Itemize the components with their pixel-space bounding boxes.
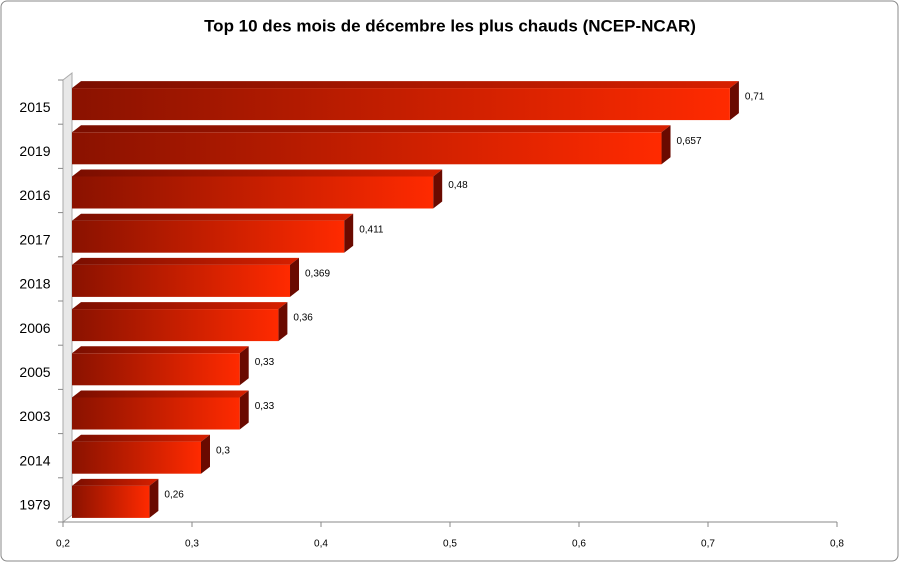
bar-side xyxy=(239,390,249,430)
bar-top xyxy=(72,434,210,442)
y-tick-label: 2014 xyxy=(19,452,50,468)
y-tick-label: 2019 xyxy=(19,143,50,159)
x-tick-label: 0,7 xyxy=(701,539,715,550)
y-tick-label: 2005 xyxy=(19,364,50,380)
y-tick-label: 2016 xyxy=(19,187,50,203)
bar xyxy=(72,485,150,518)
bar-top xyxy=(72,346,249,354)
bar xyxy=(72,88,730,121)
x-tick-label: 0,2 xyxy=(56,539,70,550)
value-label: 0,71 xyxy=(745,92,765,103)
bar xyxy=(72,397,240,430)
y-tick-label: 2018 xyxy=(19,276,50,292)
bar-top xyxy=(72,257,300,265)
bar-side xyxy=(278,302,288,342)
bar-side xyxy=(433,169,443,209)
bar xyxy=(72,353,240,386)
bar xyxy=(72,176,434,209)
x-tick-label: 0,5 xyxy=(443,539,457,550)
bar-top xyxy=(72,169,443,177)
value-label: 0,48 xyxy=(448,180,468,191)
bar-side xyxy=(239,346,249,386)
x-tick-label: 0,8 xyxy=(830,539,844,550)
bar-top xyxy=(72,478,159,486)
value-label: 0,3 xyxy=(216,445,230,456)
value-label: 0,26 xyxy=(164,490,184,501)
bar-top xyxy=(72,302,288,310)
x-tick-label: 0,4 xyxy=(314,539,328,550)
bar-side xyxy=(661,125,671,165)
bar-side xyxy=(149,478,159,518)
bar xyxy=(72,220,345,253)
x-tick-label: 0,6 xyxy=(572,539,586,550)
value-label: 0,657 xyxy=(677,136,702,147)
bar-top xyxy=(72,125,671,133)
bar-side xyxy=(201,434,210,474)
bar xyxy=(72,309,279,342)
y-tick-label: 2006 xyxy=(19,320,50,336)
y-tick-label: 2017 xyxy=(19,231,50,247)
x-tick-label: 0,3 xyxy=(185,539,199,550)
chart-title: Top 10 des mois de décembre les plus cha… xyxy=(204,16,696,35)
bar xyxy=(72,132,662,165)
bar xyxy=(72,264,291,297)
bar-top xyxy=(72,81,739,89)
y-tick-label: 2003 xyxy=(19,408,50,424)
bar-top xyxy=(72,213,354,221)
y-tick-label: 1979 xyxy=(19,497,50,513)
value-label: 0,411 xyxy=(359,224,384,235)
bar xyxy=(72,441,201,474)
value-label: 0,369 xyxy=(305,269,330,280)
bar-side xyxy=(729,81,739,121)
bar-top xyxy=(72,390,249,398)
side-wall xyxy=(62,71,73,524)
bar-side xyxy=(290,257,300,297)
value-label: 0,33 xyxy=(255,401,275,412)
bar-side xyxy=(344,213,354,253)
value-label: 0,33 xyxy=(255,357,275,368)
y-tick-label: 2015 xyxy=(19,99,50,115)
value-label: 0,36 xyxy=(293,313,313,324)
